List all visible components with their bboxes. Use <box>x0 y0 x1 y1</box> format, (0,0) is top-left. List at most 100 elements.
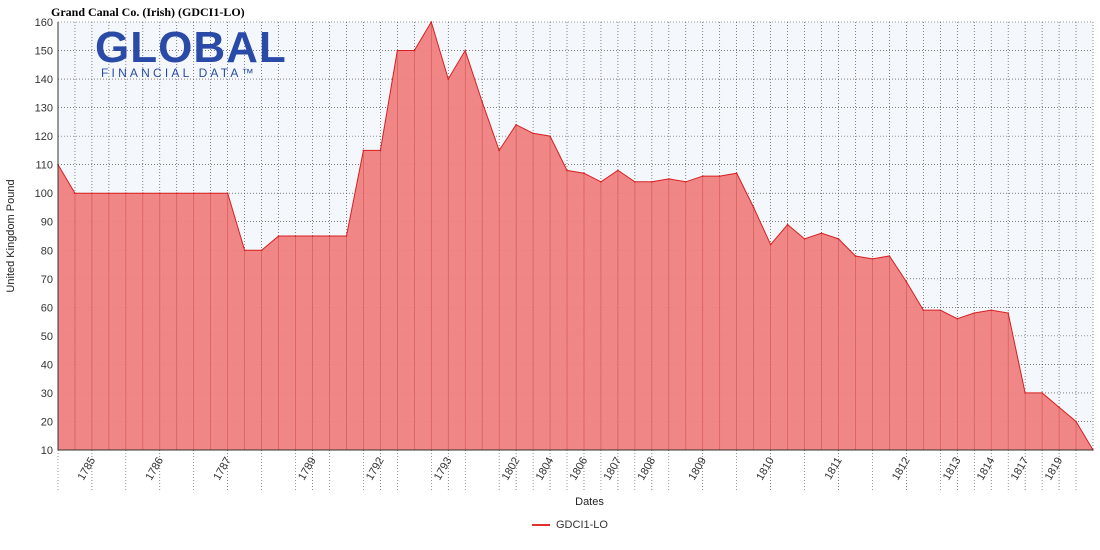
data-point <box>192 192 195 194</box>
data-point <box>888 255 891 257</box>
x-tick-label: 1808 <box>635 455 658 482</box>
data-point <box>396 49 399 52</box>
y-tick-label: 150 <box>35 46 53 58</box>
data-point <box>226 192 229 194</box>
series-area-gdci1-lo <box>58 22 1093 450</box>
x-tick-label: 1811 <box>823 455 845 481</box>
legend-swatch <box>532 524 550 526</box>
data-point <box>277 235 280 237</box>
x-tick-label: 1810 <box>754 455 777 482</box>
data-point <box>668 178 670 180</box>
x-tick-label: 1819 <box>1043 455 1066 482</box>
data-point <box>379 149 382 152</box>
data-point <box>1024 392 1026 394</box>
data-point <box>990 309 992 311</box>
y-tick-label: 70 <box>41 274 53 286</box>
data-point <box>871 258 874 260</box>
data-point <box>243 249 246 252</box>
data-point <box>311 235 314 237</box>
data-point <box>1058 406 1060 409</box>
data-point <box>159 192 161 194</box>
data-point <box>1075 420 1077 423</box>
data-point <box>973 312 976 314</box>
data-point <box>515 123 517 126</box>
legend-label: GDCI1-LO <box>556 519 608 531</box>
data-point <box>260 249 263 252</box>
data-point <box>786 223 789 226</box>
y-tick-label: 80 <box>41 245 53 257</box>
data-point <box>430 21 433 23</box>
x-tick-label: 1787 <box>211 455 234 482</box>
x-tick-label: 1793 <box>432 455 455 482</box>
data-point <box>413 49 416 52</box>
y-tick-label: 120 <box>35 131 53 143</box>
data-point <box>701 175 704 177</box>
x-tick-label: 1809 <box>686 455 709 482</box>
data-point <box>447 78 450 80</box>
y-tick-label: 100 <box>35 188 53 200</box>
data-point <box>209 192 212 194</box>
data-point <box>362 149 365 152</box>
data-point <box>345 235 348 237</box>
data-point <box>583 172 585 175</box>
data-point <box>600 180 602 183</box>
x-tick-label: 1792 <box>364 455 387 482</box>
data-point <box>142 192 144 194</box>
data-point <box>837 238 840 240</box>
x-tick-label: 1806 <box>568 455 591 482</box>
data-point <box>91 192 93 194</box>
data-point <box>803 238 806 240</box>
logo-subtitle: FINANCIAL DATA™ <box>101 66 257 80</box>
data-point <box>922 309 925 311</box>
y-tick-label: 20 <box>41 416 53 428</box>
data-point <box>175 192 178 194</box>
data-point <box>481 101 483 103</box>
x-tick-label: 1807 <box>602 455 625 482</box>
y-tick-label: 10 <box>41 445 53 457</box>
x-tick-label: 1812 <box>890 455 913 482</box>
data-point <box>1007 312 1009 314</box>
data-point <box>905 280 908 283</box>
data-point <box>617 169 619 172</box>
data-point <box>328 235 331 237</box>
data-point <box>939 309 942 311</box>
legend[interactable]: GDCI1-LO <box>532 519 608 531</box>
data-point <box>74 192 76 194</box>
x-tick-label: 1785 <box>76 455 99 482</box>
data-point <box>464 49 467 52</box>
series-line-gdci1-lo <box>57 20 1094 451</box>
data-point <box>820 232 823 234</box>
data-point <box>718 175 721 177</box>
data-point <box>651 180 653 183</box>
global-financial-data-logo: GLOBAL FINANCIAL DATA™ <box>95 23 287 82</box>
data-point <box>752 206 755 209</box>
data-point <box>532 132 534 135</box>
x-axis-title: Dates <box>575 496 604 508</box>
data-point <box>735 172 738 175</box>
data-point <box>634 180 636 183</box>
data-point <box>854 255 857 257</box>
data-point <box>566 169 568 172</box>
y-tick-label: 160 <box>35 17 53 29</box>
x-tick-label: 1804 <box>534 455 557 482</box>
x-tick-label: 1813 <box>941 455 964 482</box>
data-point <box>956 317 959 320</box>
y-tick-label: 40 <box>41 359 53 371</box>
data-point <box>125 192 127 194</box>
y-tick-label: 110 <box>35 160 53 172</box>
data-point <box>1041 392 1043 394</box>
logo-wordmark: GLOBAL <box>95 23 287 72</box>
x-tick-label: 1786 <box>143 455 166 482</box>
y-tick-label: 130 <box>35 103 53 115</box>
data-point <box>294 235 297 237</box>
y-axis-title: United Kingdom Pound <box>5 179 17 292</box>
chart-title: Grand Canal Co. (Irish) (GDCI1-LO) <box>51 5 245 19</box>
y-tick-label: 60 <box>41 302 53 314</box>
data-point <box>498 149 500 152</box>
y-tick-label: 140 <box>35 74 53 86</box>
x-tick-label: 1817 <box>1009 455 1032 482</box>
data-point <box>769 243 772 246</box>
y-tick-label: 50 <box>41 331 53 343</box>
x-tick-label: 1814 <box>975 455 998 482</box>
